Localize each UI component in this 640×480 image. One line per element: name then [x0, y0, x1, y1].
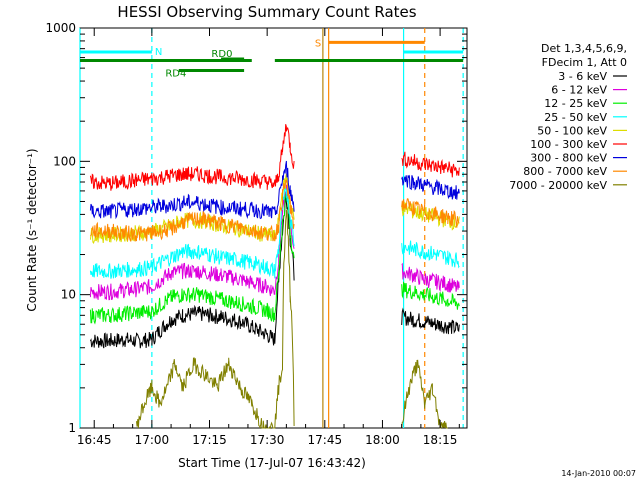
legend-entry-6: 300 - 800 keV [530, 152, 607, 165]
series-line-1 [89, 184, 460, 301]
x-tick-label-1: 17:00 [135, 433, 170, 447]
series-line-0 [89, 195, 460, 349]
interval-label-RD0: RD0 [211, 49, 232, 60]
x-tick-label-2: 17:15 [192, 433, 227, 447]
legend-entry-8: 7000 - 20000 keV [509, 179, 607, 192]
y-tick-label-1: 10 [61, 288, 76, 302]
legend-header-1: FDecim 1, Att 0 [542, 56, 627, 69]
legend-header-0: Det 1,3,4,5,6,9, [541, 42, 627, 55]
x-tick-label-3: 17:30 [250, 433, 285, 447]
interval-bars: N S RD0 RD4 [80, 38, 464, 80]
series-line-3 [89, 185, 460, 279]
series-line-7 [90, 179, 460, 243]
legend: Det 1,3,4,5,6,9,FDecim 1, Att 03 - 6 keV… [509, 42, 627, 192]
interval-label-RD4: RD4 [165, 69, 186, 80]
legend-entry-1: 6 - 12 keV [551, 84, 607, 97]
legend-entry-4: 50 - 100 keV [537, 124, 607, 137]
y-tick-label-2: 100 [53, 154, 76, 168]
interval-label-S: S [315, 38, 321, 49]
x-tick-label-6: 18:15 [423, 433, 458, 447]
x-tick-label-5: 18:00 [365, 433, 400, 447]
x-tick-label-4: 17:45 [308, 433, 343, 447]
footer-timestamp: 14-Jan-2010 00:07 [561, 469, 636, 478]
series-group [89, 124, 460, 430]
legend-entry-0: 3 - 6 keV [558, 70, 607, 83]
series-line-6 [89, 160, 460, 220]
legend-entry-7: 800 - 7000 keV [523, 165, 607, 178]
series-line-5 [89, 124, 460, 191]
x-tick-label-0: 16:45 [77, 433, 112, 447]
axes: 16:45 17:00 17:15 17:30 17:45 18:00 18:15 1 10 10… [45, 21, 467, 447]
y-tick-label-3: 1000 [45, 21, 76, 35]
legend-entry-3: 25 - 50 keV [544, 111, 607, 124]
chart-title: HESSI Observing Summary Count Rates [117, 3, 416, 21]
interval-label-N: N [155, 47, 162, 58]
series-line-2 [89, 192, 460, 325]
y-axis-label: Count Rate (s⁻¹ detector⁻¹) [25, 148, 39, 311]
y-tick-label-0: 1 [68, 421, 76, 435]
legend-entry-2: 12 - 25 keV [544, 97, 607, 110]
legend-entry-5: 100 - 300 keV [530, 138, 607, 151]
x-axis-label: Start Time (17-Jul-07 16:43:42) [178, 456, 366, 470]
